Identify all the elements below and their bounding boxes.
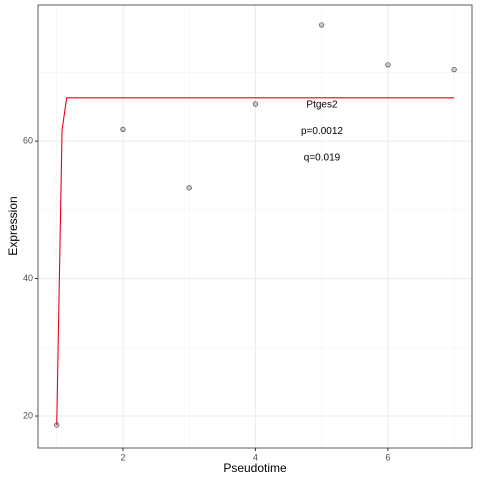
point [319, 22, 325, 28]
annotation: Ptges2 [306, 100, 338, 111]
y-tick-label: 40 [23, 273, 33, 283]
x-tick-label: 6 [385, 452, 390, 462]
x-axis-title: Pseudotime [223, 461, 287, 475]
point [186, 185, 192, 191]
point [385, 62, 391, 68]
x-tick-label: 4 [253, 452, 258, 462]
y-axis-title: Expression [6, 196, 20, 255]
fit-line [56, 97, 455, 425]
panel-border [37, 4, 473, 449]
annotation: q=0.019 [304, 153, 341, 164]
y-tick-label: 20 [23, 410, 33, 420]
annotation: p=0.0012 [301, 126, 343, 137]
point [451, 67, 457, 73]
x-tick-label: 2 [120, 452, 125, 462]
point [120, 126, 126, 133]
y-tick-label: 60 [23, 135, 33, 145]
point [252, 101, 259, 107]
